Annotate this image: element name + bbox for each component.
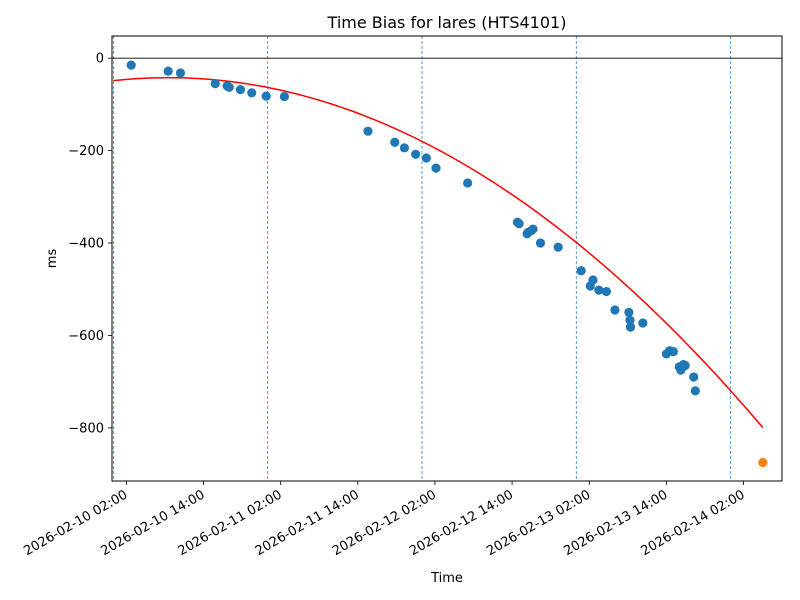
- data-point: [390, 137, 400, 147]
- fit-curve-line: [113, 76, 764, 429]
- data-point: [689, 372, 699, 382]
- data-point: [279, 91, 290, 102]
- y-tick-label: −800: [68, 421, 104, 436]
- data-point: [535, 238, 546, 248]
- data-point: [163, 66, 173, 76]
- data-point: [235, 85, 246, 95]
- data-point: [690, 386, 700, 396]
- data-point: [261, 91, 271, 101]
- data-point: [553, 242, 563, 252]
- y-tick-label: 0: [96, 52, 104, 67]
- data-point: [421, 153, 431, 163]
- data-point: [411, 149, 421, 159]
- data-point: [431, 163, 441, 173]
- data-point: [624, 307, 634, 317]
- day-boundary-lines: [113, 36, 731, 481]
- data-point: [610, 305, 620, 315]
- data-point: [680, 360, 690, 371]
- y-tick-label: −200: [68, 144, 104, 159]
- y-axis-label: ms: [45, 249, 60, 269]
- data-point: [363, 126, 373, 136]
- data-point: [210, 78, 220, 89]
- plot-frame: [111, 35, 783, 482]
- data-point: [638, 318, 648, 328]
- data-point: [463, 178, 473, 188]
- data-point: [175, 68, 186, 78]
- data-point: [625, 322, 636, 332]
- data-point: [601, 286, 611, 297]
- data-point: [247, 88, 257, 98]
- chart-title: Time Bias for lares (HTS4101): [327, 13, 567, 32]
- data-point: [576, 266, 586, 276]
- data-points-layer: [126, 60, 700, 396]
- y-tick-label: −600: [68, 329, 104, 344]
- data-point: [588, 275, 598, 285]
- data-point: [528, 224, 538, 234]
- y-axis: 0 −200 −400 −600 −800: [68, 52, 112, 436]
- data-point: [594, 285, 604, 295]
- data-point: [224, 82, 234, 92]
- fit-curve-layer: [113, 76, 764, 429]
- x-axis-label: Time: [430, 571, 463, 586]
- data-point: [668, 347, 678, 357]
- data-point: [399, 143, 410, 153]
- prediction-layer: [758, 457, 768, 468]
- data-point: [126, 60, 136, 70]
- prediction-point: [758, 457, 768, 468]
- data-point: [625, 315, 635, 325]
- data-point: [514, 219, 524, 229]
- y-tick-label: −400: [68, 237, 104, 252]
